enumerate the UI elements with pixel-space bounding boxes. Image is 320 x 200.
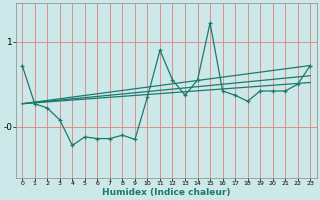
X-axis label: Humidex (Indice chaleur): Humidex (Indice chaleur) — [102, 188, 230, 197]
